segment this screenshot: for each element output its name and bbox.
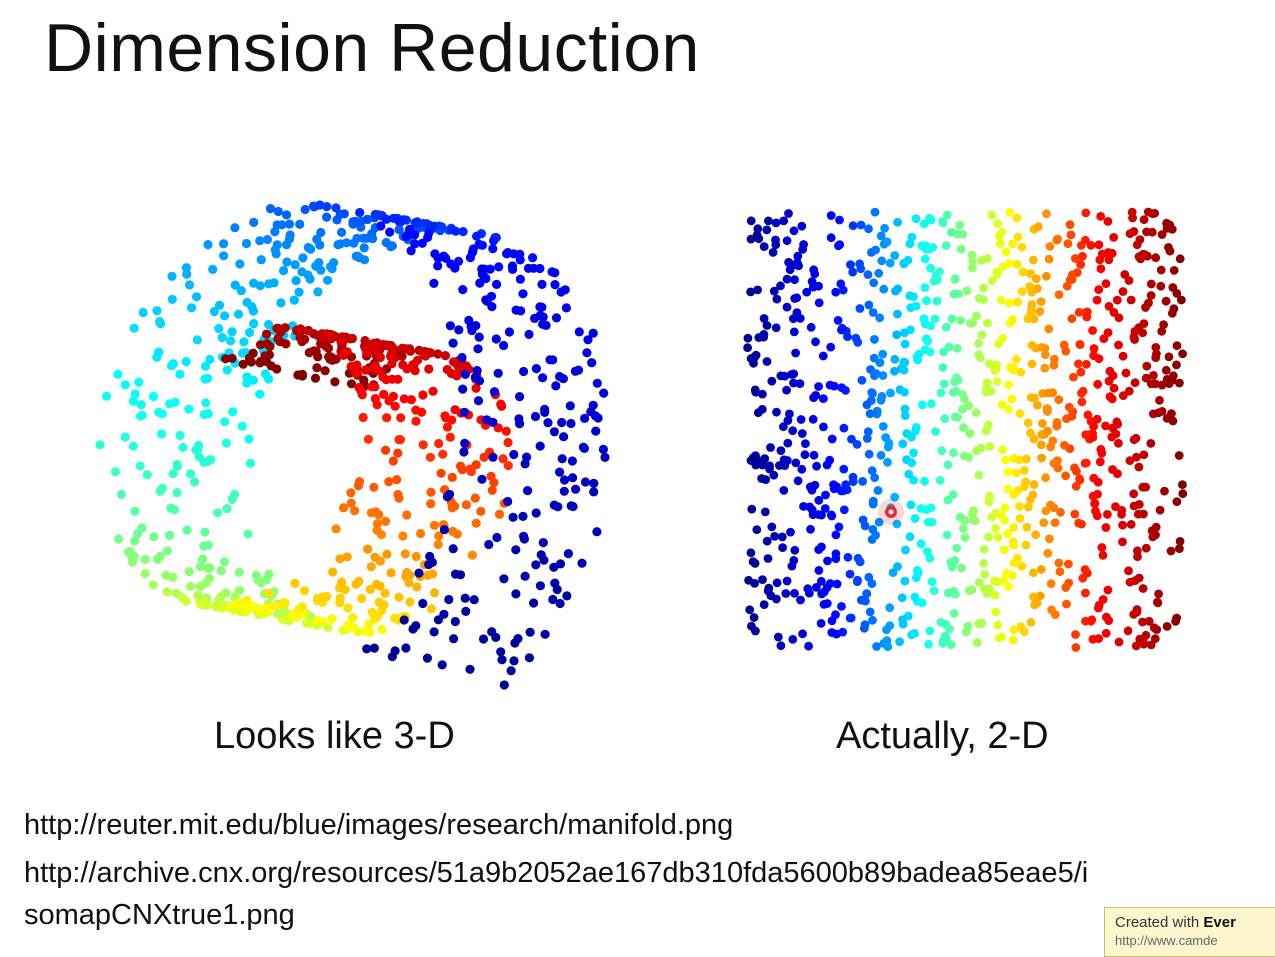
slide-title: Dimension Reduction [44, 10, 700, 86]
source-url-1: http://reuter.mit.edu/blue/images/resear… [24, 809, 734, 841]
source-url-2-continued: somapCNXtrue1.png [24, 899, 295, 931]
watermark-prefix: Created with [1115, 914, 1200, 931]
watermark-badge: Created with Ever http://www.camde [1104, 907, 1275, 957]
watermark-brand: Ever [1203, 914, 1236, 931]
watermark-url: http://www.camde [1115, 933, 1218, 948]
unrolled-2d-scatter [743, 207, 1188, 652]
right-caption: Actually, 2-D [836, 715, 1049, 757]
left-caption: Looks like 3-D [214, 715, 455, 757]
source-url-2: http://archive.cnx.org/resources/51a9b20… [24, 857, 1089, 889]
swiss-roll-3d-scatter [95, 200, 610, 690]
